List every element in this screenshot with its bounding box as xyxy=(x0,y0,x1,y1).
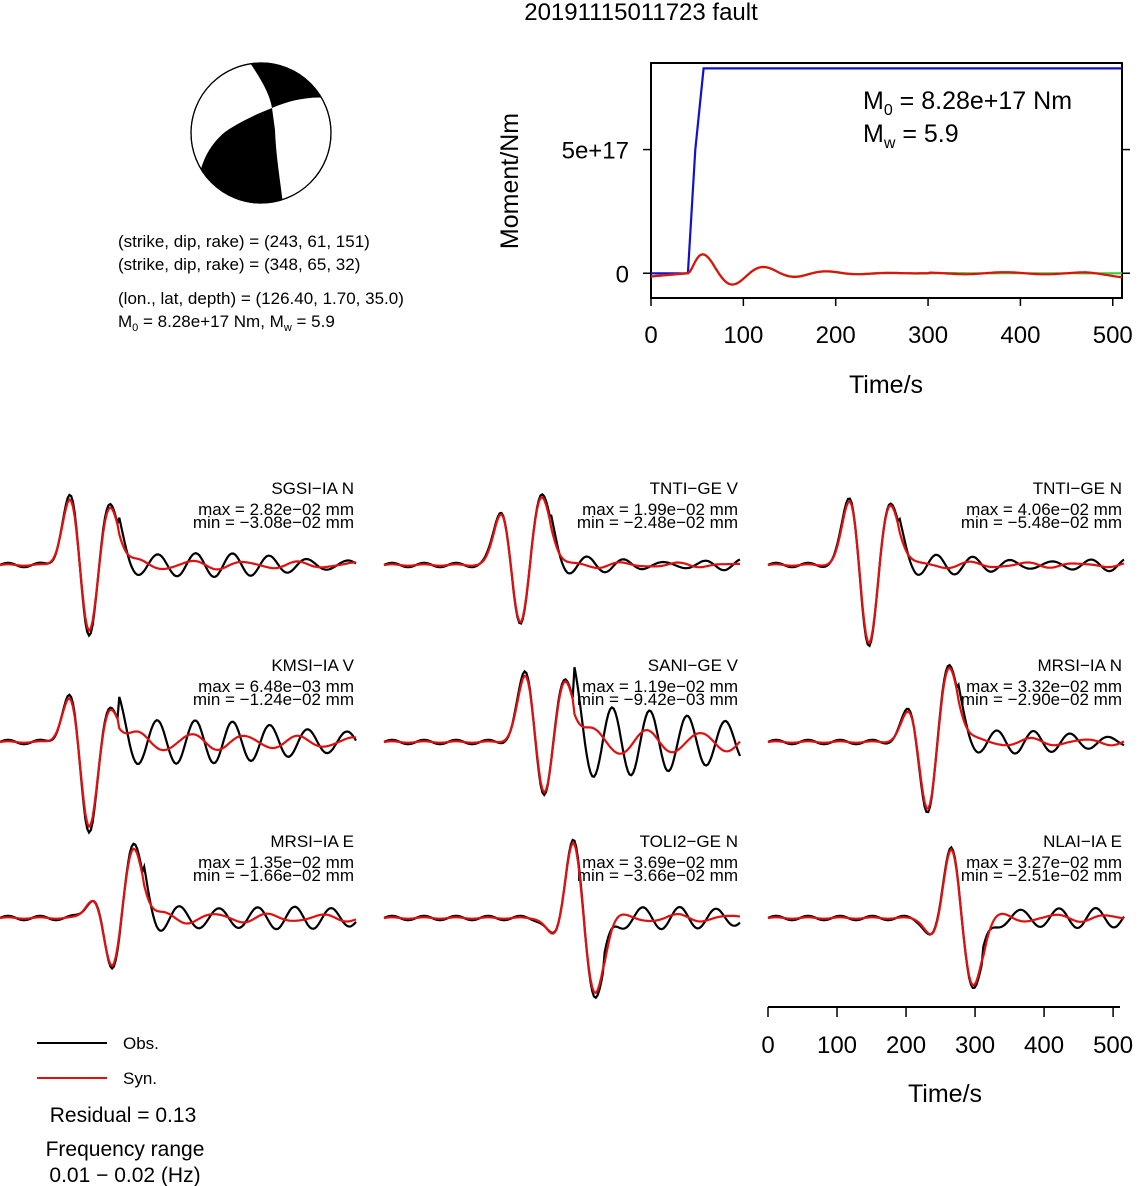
station-label: SANI−GE V xyxy=(648,656,739,675)
moment-x-tick-label-5: 500 xyxy=(1093,322,1133,349)
moment-plot-frame xyxy=(650,62,1123,299)
location-label: (lon., lat, depth) = (126.40, 1.70, 35.0… xyxy=(118,289,404,308)
station-label: MRSI−IA N xyxy=(1037,656,1122,675)
waveform-x-tick-label-2: 200 xyxy=(886,1032,926,1059)
legend-obs-label: Obs. xyxy=(123,1034,159,1053)
waveform-x-tick-label-5: 500 xyxy=(1093,1032,1133,1059)
max-label: max = 1.99e−02 mm xyxy=(582,500,738,519)
frequency-value: 0.01 − 0.02 (Hz) xyxy=(49,1164,200,1186)
max-label: max = 4.06e−02 mm xyxy=(966,500,1122,519)
station-label: TNTI−GE V xyxy=(650,479,739,498)
max-label: max = 1.35e−02 mm xyxy=(198,853,354,872)
moment-x-tick-label-4: 400 xyxy=(1000,322,1040,349)
synthetic-trace xyxy=(383,841,741,995)
max-label: max = 2.82e−02 mm xyxy=(198,500,354,519)
observed-trace xyxy=(383,493,741,625)
min-label: min = −3.08e−02 mm xyxy=(193,513,354,532)
moment-x-tick-label-3: 300 xyxy=(908,322,948,349)
moment-y-tick-label-0: 0 xyxy=(616,261,629,288)
station-label: MRSI−IA E xyxy=(270,832,354,851)
station-label: TNTI−GE N xyxy=(1033,479,1122,498)
waveform-x-tick-label-4: 400 xyxy=(1024,1032,1064,1059)
max-label: max = 6.48e−03 mm xyxy=(198,677,354,696)
min-label: min = −1.66e−02 mm xyxy=(193,866,354,885)
max-label: max = 3.32e−02 mm xyxy=(966,677,1122,696)
moment-series-syn xyxy=(650,253,1123,286)
figure-title: 20191115011723 fault xyxy=(524,0,758,26)
max-label: max = 1.19e−02 mm xyxy=(582,677,738,696)
moment-xlabel: Time/s xyxy=(849,371,923,399)
min-label: min = −2.90e−02 mm xyxy=(961,690,1122,709)
observed-trace xyxy=(0,842,357,971)
residual-label: Residual = 0.13 xyxy=(50,1104,197,1127)
moment-series-green xyxy=(650,253,1122,286)
moment-series xyxy=(650,67,1123,286)
synthetic-trace xyxy=(383,496,741,624)
beachball xyxy=(190,62,332,204)
min-label: min = −3.66e−02 mm xyxy=(577,866,738,885)
moment-y-tick-label-1: 5e+17 xyxy=(562,138,629,165)
min-label: min = −2.48e−02 mm xyxy=(577,513,738,532)
legend: Obs. Syn. xyxy=(37,1034,159,1088)
frequency-label: Frequency range xyxy=(46,1138,205,1161)
synthetic-trace xyxy=(0,498,356,633)
station-label: TOLI2−GE N xyxy=(640,832,738,851)
moment-x-tick-label-2: 200 xyxy=(816,322,856,349)
min-label: min = −9.42e−03 mm xyxy=(577,690,738,709)
station-label: NLAI−IA E xyxy=(1043,832,1122,851)
legend-syn-label: Syn. xyxy=(123,1069,157,1088)
synthetic-trace xyxy=(767,500,1125,645)
observed-trace xyxy=(0,693,357,835)
waveform-x-tick-label-3: 300 xyxy=(955,1032,995,1059)
moment-panel: 0 100 200 300 400 500 0 5e+17 Time/s Moment/Nm… xyxy=(496,62,1133,399)
moment-y-ticks: 0 5e+17 xyxy=(562,138,1130,288)
moment-ylabel: Moment/Nm xyxy=(496,113,524,249)
waveform-xlabel: Time/s xyxy=(908,1080,982,1108)
min-label: min = −1.24e−02 mm xyxy=(193,690,354,709)
moment-x-tick-label-1: 100 xyxy=(723,322,763,349)
max-label: max = 3.27e−02 mm xyxy=(966,853,1122,872)
synthetic-trace xyxy=(0,847,357,968)
plane1-label: (strike, dip, rake) = (243, 61, 151) xyxy=(118,232,370,251)
station-label: SGSI−IA N xyxy=(271,479,354,498)
m0-annotation: M0 = 8.28e+17 Nm xyxy=(863,87,1072,119)
synthetic-trace xyxy=(383,674,741,795)
moment-label: M0 = 8.28e+17 Nm, Mw = 5.9 xyxy=(118,312,335,334)
moment-x-tick-label-0: 0 xyxy=(644,322,657,349)
plane2-label: (strike, dip, rake) = (348, 65, 32) xyxy=(118,255,360,274)
min-label: min = −2.51e−02 mm xyxy=(961,866,1122,885)
waveform-x-tick-label-0: 0 xyxy=(761,1032,774,1059)
station-label: KMSI−IA V xyxy=(271,656,354,675)
synthetic-trace xyxy=(767,666,1125,811)
mw-annotation: Mw = 5.9 xyxy=(863,120,959,152)
moment-x-ticks: 0 100 200 300 400 500 xyxy=(644,298,1133,349)
waveform-time-axis: 0 100 200 300 400 500 xyxy=(761,1006,1133,1059)
max-label: max = 3.69e−02 mm xyxy=(582,853,738,872)
waveform-x-tick-label-1: 100 xyxy=(817,1032,857,1059)
synthetic-trace xyxy=(767,847,1125,987)
synthetic-trace xyxy=(0,696,357,829)
min-label: min = −5.48e−02 mm xyxy=(961,513,1122,532)
